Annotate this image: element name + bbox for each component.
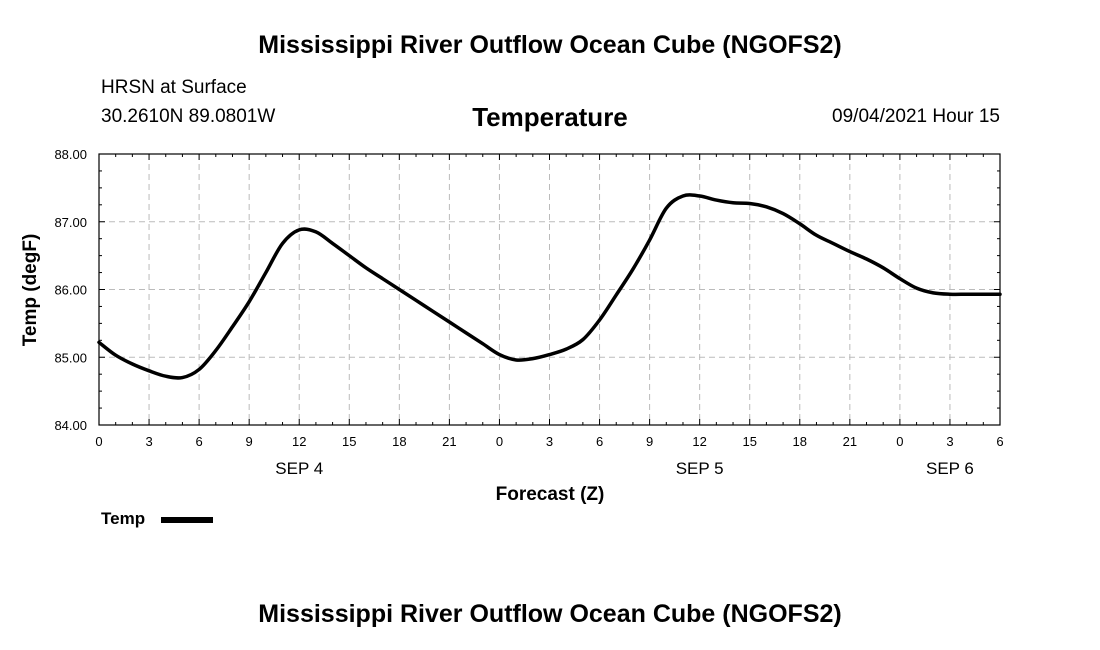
page-title: Mississippi River Outflow Ocean Cube (NG… bbox=[258, 31, 842, 59]
x-tick-label: 18 bbox=[793, 434, 807, 449]
x-tick-label: 9 bbox=[646, 434, 653, 449]
axis-labels: 0 3 6 9 12 15 18 21 0 3 6 9 12 15 18 21 0 3 6 84.00 85.00 86.… bbox=[54, 147, 1003, 478]
date-label: SEP 5 bbox=[676, 459, 724, 478]
x-tick-label: 21 bbox=[442, 434, 456, 449]
legend-swatch bbox=[161, 517, 213, 523]
y-axis-title: Temp (degF) bbox=[20, 234, 41, 347]
y-tick-label: 88.00 bbox=[54, 147, 87, 162]
x-tick-label: 6 bbox=[596, 434, 603, 449]
x-axis-title: Forecast (Z) bbox=[496, 484, 605, 505]
x-tick-label: 0 bbox=[496, 434, 503, 449]
x-tick-label: 21 bbox=[843, 434, 857, 449]
station-coordinates: 30.2610N 89.0801W bbox=[101, 106, 276, 127]
chart-title: Temperature bbox=[472, 102, 628, 132]
date-label: SEP 4 bbox=[275, 459, 323, 478]
plot-frame bbox=[98, 153, 1001, 426]
x-tick-label: 15 bbox=[342, 434, 356, 449]
grid-lines bbox=[99, 154, 1000, 425]
x-tick-label: 0 bbox=[95, 434, 102, 449]
y-tick-label: 87.00 bbox=[54, 215, 87, 230]
y-tick-label: 84.00 bbox=[54, 418, 87, 433]
station-name: HRSN at Surface bbox=[101, 77, 247, 98]
x-tick-label: 6 bbox=[996, 434, 1003, 449]
footer-title: Mississippi River Outflow Ocean Cube (NG… bbox=[258, 600, 842, 628]
x-tick-label: 0 bbox=[896, 434, 903, 449]
x-tick-label: 15 bbox=[742, 434, 756, 449]
y-tick-label: 85.00 bbox=[54, 350, 87, 365]
forecast-time: 09/04/2021 Hour 15 bbox=[832, 106, 1000, 127]
x-tick-label: 9 bbox=[246, 434, 253, 449]
x-tick-label: 3 bbox=[546, 434, 553, 449]
x-tick-label: 12 bbox=[292, 434, 306, 449]
x-tick-label: 18 bbox=[392, 434, 406, 449]
series-line-temp bbox=[97, 193, 1002, 380]
date-label: SEP 6 bbox=[926, 459, 974, 478]
x-tick-label: 12 bbox=[692, 434, 706, 449]
x-tick-label: 3 bbox=[145, 434, 152, 449]
y-tick-label: 86.00 bbox=[54, 283, 87, 298]
x-tick-label: 6 bbox=[195, 434, 202, 449]
x-tick-label: 3 bbox=[946, 434, 953, 449]
legend-label: Temp bbox=[101, 509, 146, 528]
